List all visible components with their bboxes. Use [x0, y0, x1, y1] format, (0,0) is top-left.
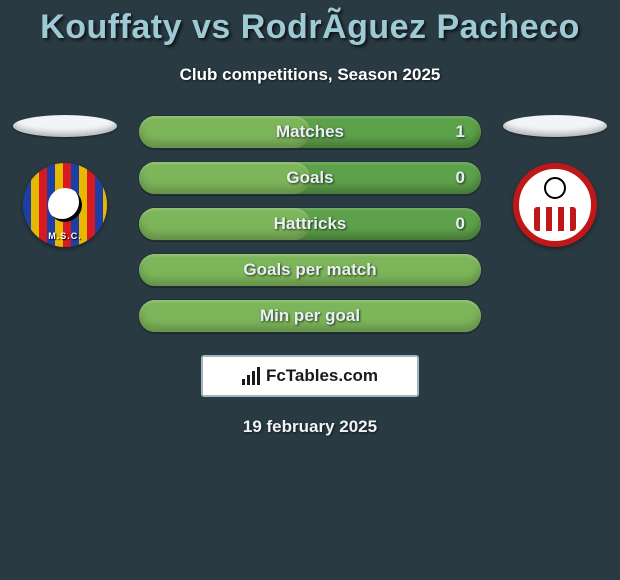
stat-value: 0 — [456, 168, 465, 188]
source-label: FcTables.com — [266, 366, 378, 386]
left-column: M.S.C. — [10, 115, 120, 247]
stat-bar-hattricks: Hattricks 0 — [138, 207, 482, 241]
stat-fill — [139, 162, 310, 194]
right-player-oval — [503, 115, 607, 137]
stat-value: 1 — [456, 122, 465, 142]
comparison-card: Kouffaty vs RodrÃ­guez Pacheco Club comp… — [0, 0, 620, 437]
stat-bar-min-per-goal: Min per goal — [138, 299, 482, 333]
stat-label: Goals per match — [243, 260, 376, 280]
stat-bar-goals: Goals 0 — [138, 161, 482, 195]
right-team-crest — [513, 163, 597, 247]
stat-value: 0 — [456, 214, 465, 234]
crest-stripes-icon — [534, 207, 576, 231]
bars-icon — [242, 367, 260, 385]
source-badge[interactable]: FcTables.com — [201, 355, 419, 397]
stat-bar-goals-per-match: Goals per match — [138, 253, 482, 287]
left-player-oval — [13, 115, 117, 137]
page-title: Kouffaty vs RodrÃ­guez Pacheco — [0, 8, 620, 47]
left-team-crest: M.S.C. — [23, 163, 107, 247]
stat-label: Min per goal — [260, 306, 360, 326]
stats-column: Matches 1 Goals 0 Hattricks 0 Goals per … — [138, 115, 482, 333]
stat-label: Goals — [286, 168, 333, 188]
stat-bar-matches: Matches 1 — [138, 115, 482, 149]
main-row: M.S.C. Matches 1 Goals 0 Hattricks 0 Goa… — [0, 115, 620, 333]
date-label: 19 february 2025 — [0, 417, 620, 437]
stat-label: Matches — [276, 122, 344, 142]
left-crest-label: M.S.C. — [48, 231, 82, 241]
stat-label: Hattricks — [274, 214, 347, 234]
subtitle: Club competitions, Season 2025 — [0, 65, 620, 85]
right-column — [500, 115, 610, 247]
